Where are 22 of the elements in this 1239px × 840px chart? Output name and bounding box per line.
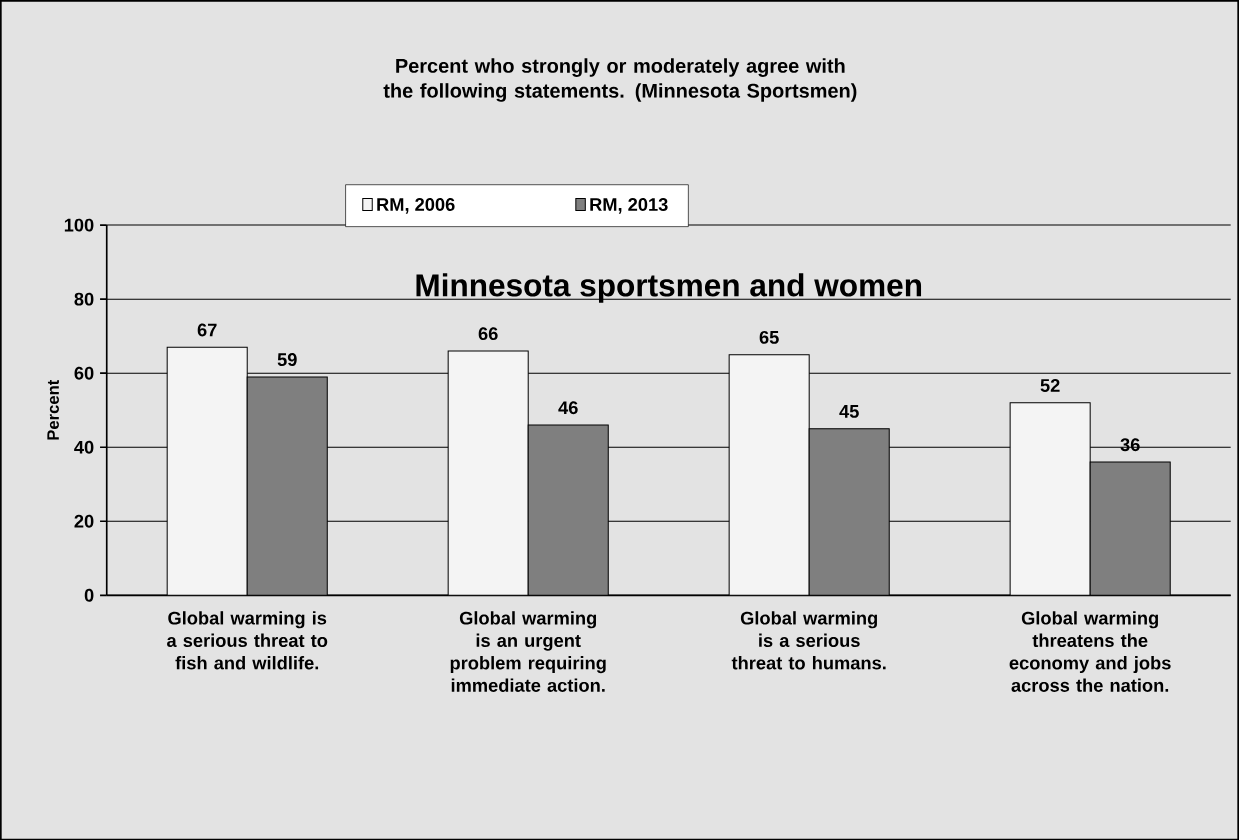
y-tick-label: 20 <box>74 514 94 528</box>
data-label: 67 <box>197 323 217 337</box>
data-label: 45 <box>839 404 859 418</box>
y-tick-label: 80 <box>74 292 94 306</box>
legend-label: RM, 2013 <box>590 197 668 214</box>
legend-label: RM, 2006 <box>377 197 455 214</box>
y-axis-title: Percent <box>47 379 59 440</box>
data-label: 59 <box>277 352 297 366</box>
x-tick-label: Global warming is an urgent problem requiring immediate action. <box>450 610 606 692</box>
chart-title: Percent who strongly or moderately agree with the following statements. (Minnesota Sportsmen) <box>383 58 857 102</box>
data-label: 52 <box>1040 378 1060 392</box>
x-tick-label: Global warming threatens the economy and jobs across the nation. <box>1009 610 1171 692</box>
data-label: 66 <box>478 326 498 340</box>
data-label: 65 <box>759 330 779 344</box>
data-label: 46 <box>558 401 578 414</box>
y-tick-label: 0 <box>84 588 94 602</box>
y-tick-label: 60 <box>74 366 94 380</box>
x-tick-label: Global warming is a serious threat to fish and wildlife. <box>167 610 328 670</box>
annotation: Minnesota sportsmen and women <box>416 273 922 303</box>
y-tick-label: 40 <box>74 440 94 454</box>
x-tick-label: Global warming is a serious threat to humans. <box>731 610 886 670</box>
y-tick-label: 100 <box>64 218 94 232</box>
